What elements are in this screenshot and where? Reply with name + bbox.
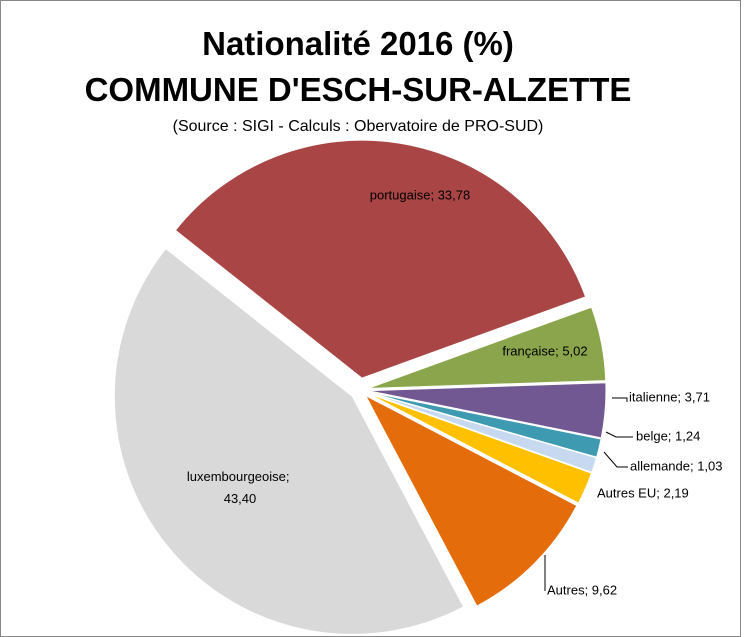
- pie-slice: [174, 139, 587, 379]
- pie-slice: [367, 306, 607, 389]
- leader-line: [603, 451, 628, 468]
- pie-slice: [367, 392, 593, 504]
- leader-line: [605, 431, 633, 438]
- pie-slice: [367, 382, 607, 439]
- chart-subtitle: (Source : SIGI - Calculs : Obervatoire d…: [173, 118, 544, 135]
- pie-slice: [367, 391, 598, 474]
- data-label: allemande; 1,03: [630, 458, 723, 473]
- data-label: Autres; 9,62: [547, 582, 617, 597]
- data-label: portugaise; 33,78: [370, 187, 470, 202]
- data-label: italienne; 3,71: [629, 389, 710, 404]
- chart-title: COMMUNE D'ESCH-SUR-ALZETTE: [85, 71, 632, 108]
- pie-slice: [367, 391, 602, 458]
- data-label: Autres EU; 2,19: [597, 485, 689, 500]
- data-label: française; 5,02: [502, 343, 587, 358]
- data-label: belge; 1,24: [636, 428, 700, 443]
- leader-line: [612, 397, 628, 402]
- pie-slice: [113, 247, 465, 635]
- data-label-line: luxembourgeoise;: [187, 469, 293, 484]
- pie-slice: [364, 394, 578, 607]
- data-label: luxembourgeoise; 43,40: [187, 469, 293, 506]
- chart-title: Nationalité 2016 (%): [202, 25, 514, 62]
- data-label-line: 43,40: [224, 491, 257, 506]
